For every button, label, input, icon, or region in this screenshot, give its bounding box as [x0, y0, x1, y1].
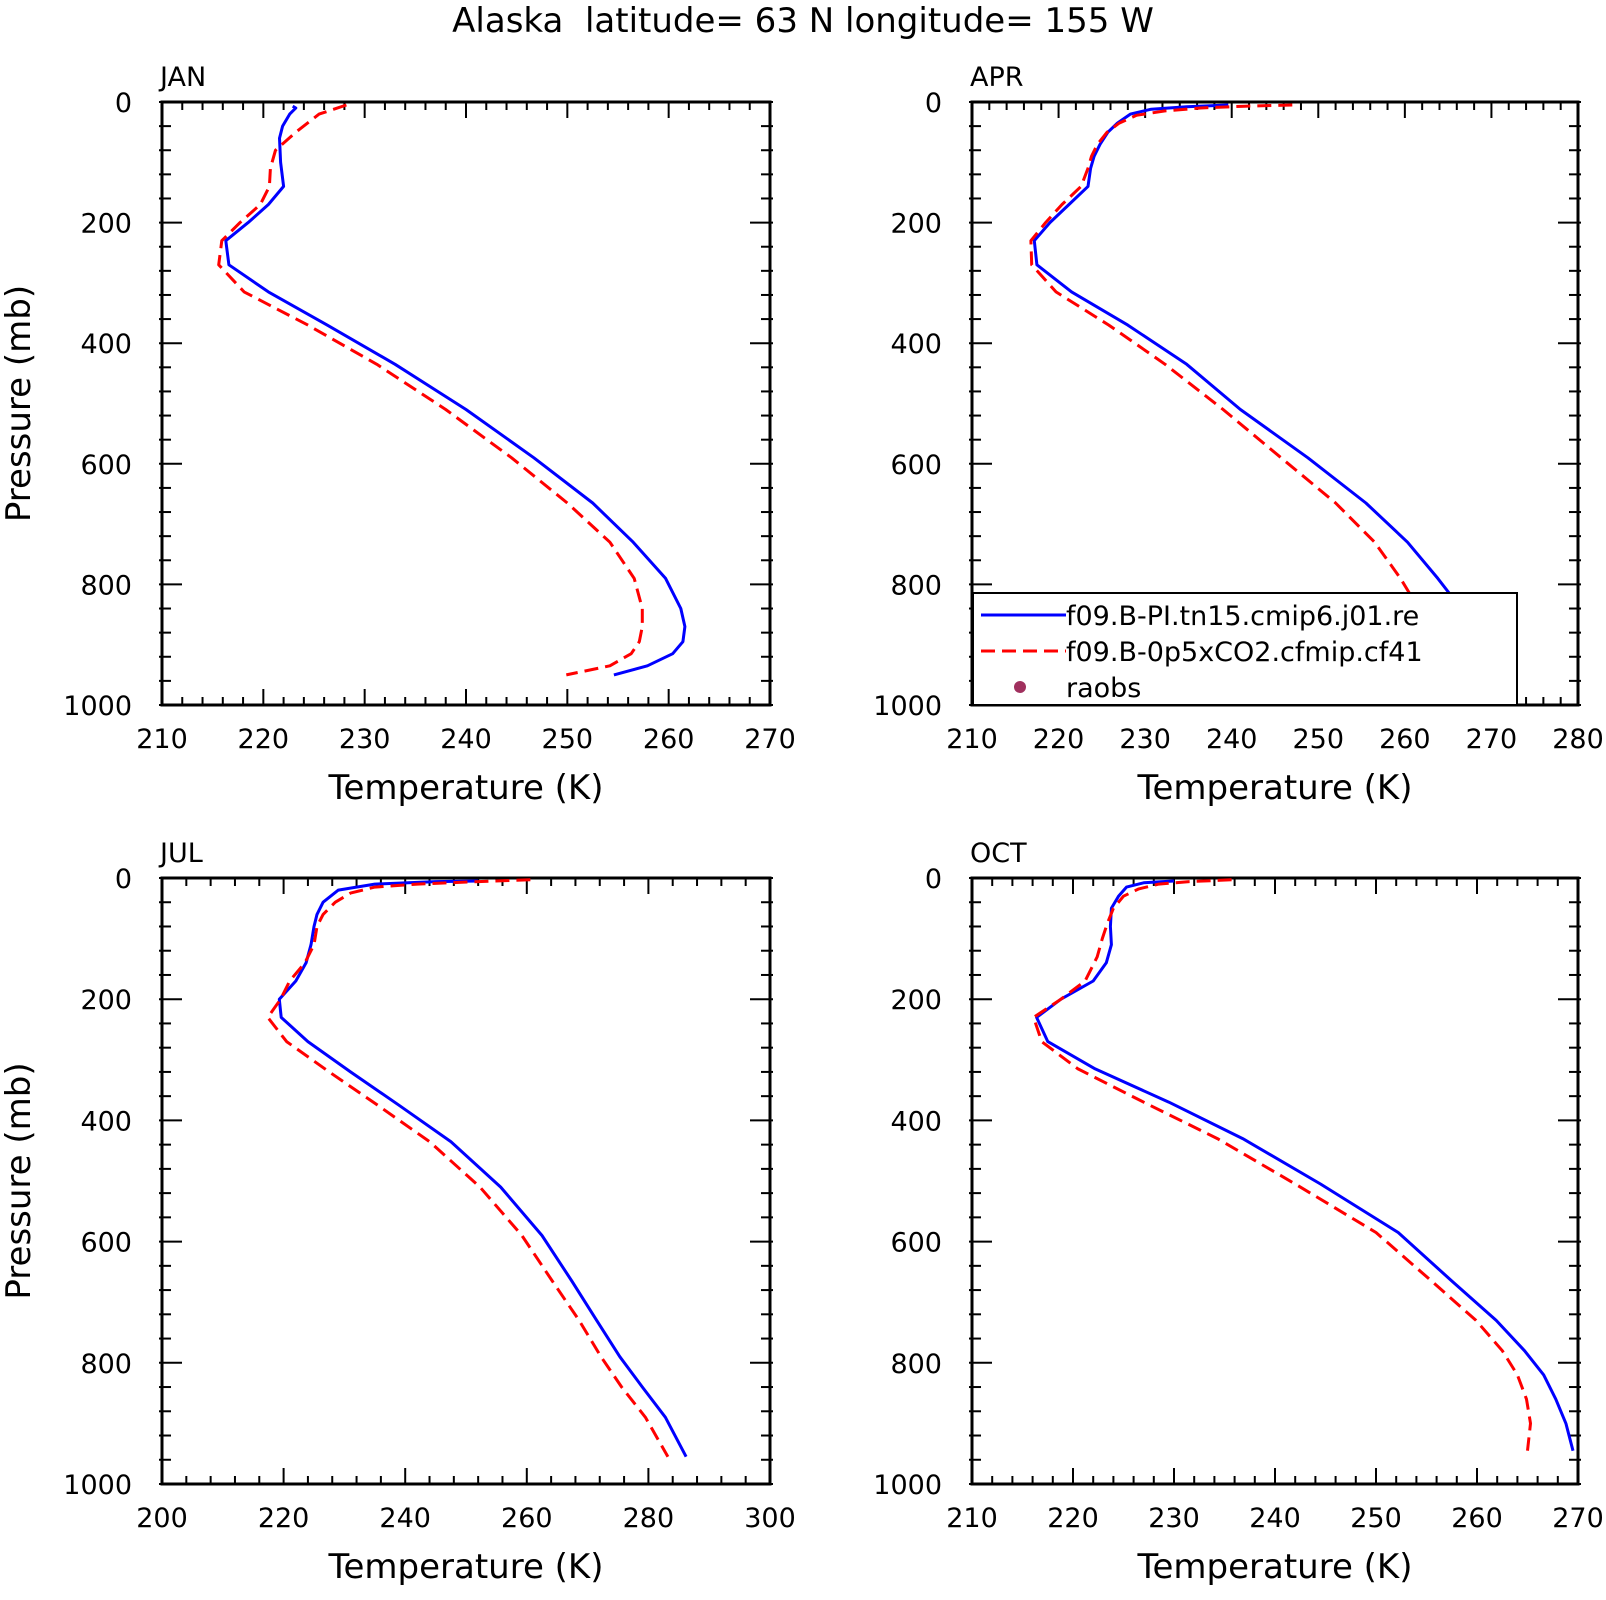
y-tick-label: 0 [115, 88, 132, 119]
y-tick-label: 400 [80, 1106, 132, 1137]
series-line-0p5xco2 [266, 878, 670, 1458]
legend-label: f09.B-PI.tn15.cmip6.j01.re [1066, 601, 1419, 632]
y-tick-label: 200 [80, 985, 132, 1016]
panel-oct: 210 220 230 240 250 260 270 0 200 400 600 800 1000 OC… [873, 838, 1603, 1587]
y-axis-label: Pressure (mb) [0, 1062, 39, 1299]
panel-jul: 200 220 240 260 280 300 0 200 400 600 800 1000 JUL Te… [0, 838, 796, 1587]
x-tick-label: 270 [1466, 724, 1518, 755]
x-tick-label: 260 [501, 1503, 553, 1534]
x-tick-label: 220 [238, 724, 290, 755]
legend-label: f09.B-0p5xCO2.cfmip.cf41 [1066, 637, 1423, 668]
x-tick-label: 230 [1119, 724, 1171, 755]
panel-label: JAN [158, 62, 206, 93]
series-line-pi [224, 104, 687, 677]
y-tick-label: 1000 [63, 691, 132, 722]
y-tick-label: 400 [890, 1106, 942, 1137]
legend-box [972, 592, 1518, 706]
series-line-0p5xco2 [217, 103, 644, 677]
y-tick-label: 200 [890, 985, 942, 1016]
y-tick-label: 800 [890, 1349, 942, 1380]
y-tick-label: 400 [80, 329, 132, 360]
y-tick-label: 0 [925, 864, 942, 895]
y-tick-label: 200 [890, 209, 942, 240]
x-tick-label: 250 [1293, 724, 1345, 755]
figure-title: Alaska latitude= 63 N longitude= 155 W [452, 1, 1154, 41]
x-tick-label: 220 [258, 1503, 310, 1534]
x-axis-label: Temperature (K) [1136, 1547, 1412, 1587]
panels: 210 220 230 240 250 260 270 0 200 400 600 800 1000 JA… [0, 62, 1604, 1587]
y-tick-label: 200 [80, 209, 132, 240]
y-tick-label: 800 [890, 570, 942, 601]
x-tick-label: 270 [744, 724, 796, 755]
x-axis-label: Temperature (K) [327, 768, 603, 808]
y-tick-label: 1000 [63, 1470, 132, 1501]
y-tick-label: 600 [80, 1228, 132, 1259]
panel-label: OCT [970, 838, 1027, 869]
x-tick-label: 210 [946, 724, 998, 755]
y-tick-label: 800 [80, 1349, 132, 1380]
legend: f09.B-PI.tn15.cmip6.j01.re f09.B-0p5xCO2.… [972, 592, 1518, 706]
x-tick-label: 250 [1350, 1503, 1402, 1534]
plot-frame [970, 876, 1580, 1486]
x-tick-label: 230 [1148, 1503, 1200, 1534]
x-tick-label: 240 [1206, 724, 1258, 755]
series-line-0p5xco2 [1032, 878, 1532, 1451]
x-tick-label: 210 [946, 1503, 998, 1534]
y-tick-label: 600 [890, 450, 942, 481]
x-tick-label: 210 [136, 724, 188, 755]
y-tick-label: 400 [890, 329, 942, 360]
x-tick-label: 280 [623, 1503, 675, 1534]
x-axis-label: Temperature (K) [1136, 768, 1412, 808]
x-tick-label: 240 [379, 1503, 431, 1534]
plot-frame [160, 876, 772, 1486]
x-tick-label: 220 [1047, 1503, 1099, 1534]
x-tick-label: 270 [1552, 1503, 1604, 1534]
series-line-0p5xco2 [1029, 103, 1450, 682]
panel-label: JUL [158, 838, 203, 869]
x-tick-label: 260 [1451, 1503, 1503, 1534]
y-tick-label: 0 [925, 88, 942, 119]
x-tick-label: 260 [1379, 724, 1431, 755]
x-tick-label: 200 [136, 1503, 188, 1534]
y-tick-label: 800 [80, 570, 132, 601]
panel-jan: 210 220 230 240 250 260 270 0 200 400 600 800 1000 JA… [0, 62, 796, 808]
x-axis-label: Temperature (K) [327, 1547, 603, 1587]
x-tick-label: 300 [744, 1503, 796, 1534]
x-tick-label: 230 [339, 724, 391, 755]
panel-label: APR [970, 62, 1024, 93]
legend-label: raobs [1066, 673, 1141, 704]
x-tick-label: 280 [1552, 724, 1604, 755]
plot-frame [160, 100, 772, 707]
y-tick-label: 600 [890, 1228, 942, 1259]
y-tick-label: 0 [115, 864, 132, 895]
series-line-pi [1035, 879, 1575, 1452]
x-tick-label: 260 [643, 724, 695, 755]
x-tick-label: 220 [1033, 724, 1085, 755]
x-tick-label: 240 [1249, 1503, 1301, 1534]
legend-marker-raobs [1014, 681, 1026, 693]
series-line-pi [277, 879, 688, 1458]
y-tick-label: 600 [80, 450, 132, 481]
x-tick-label: 250 [542, 724, 594, 755]
y-tick-label: 1000 [873, 691, 942, 722]
x-tick-label: 240 [440, 724, 492, 755]
y-axis-label: Pressure (mb) [0, 285, 39, 522]
y-tick-label: 1000 [873, 1470, 942, 1501]
